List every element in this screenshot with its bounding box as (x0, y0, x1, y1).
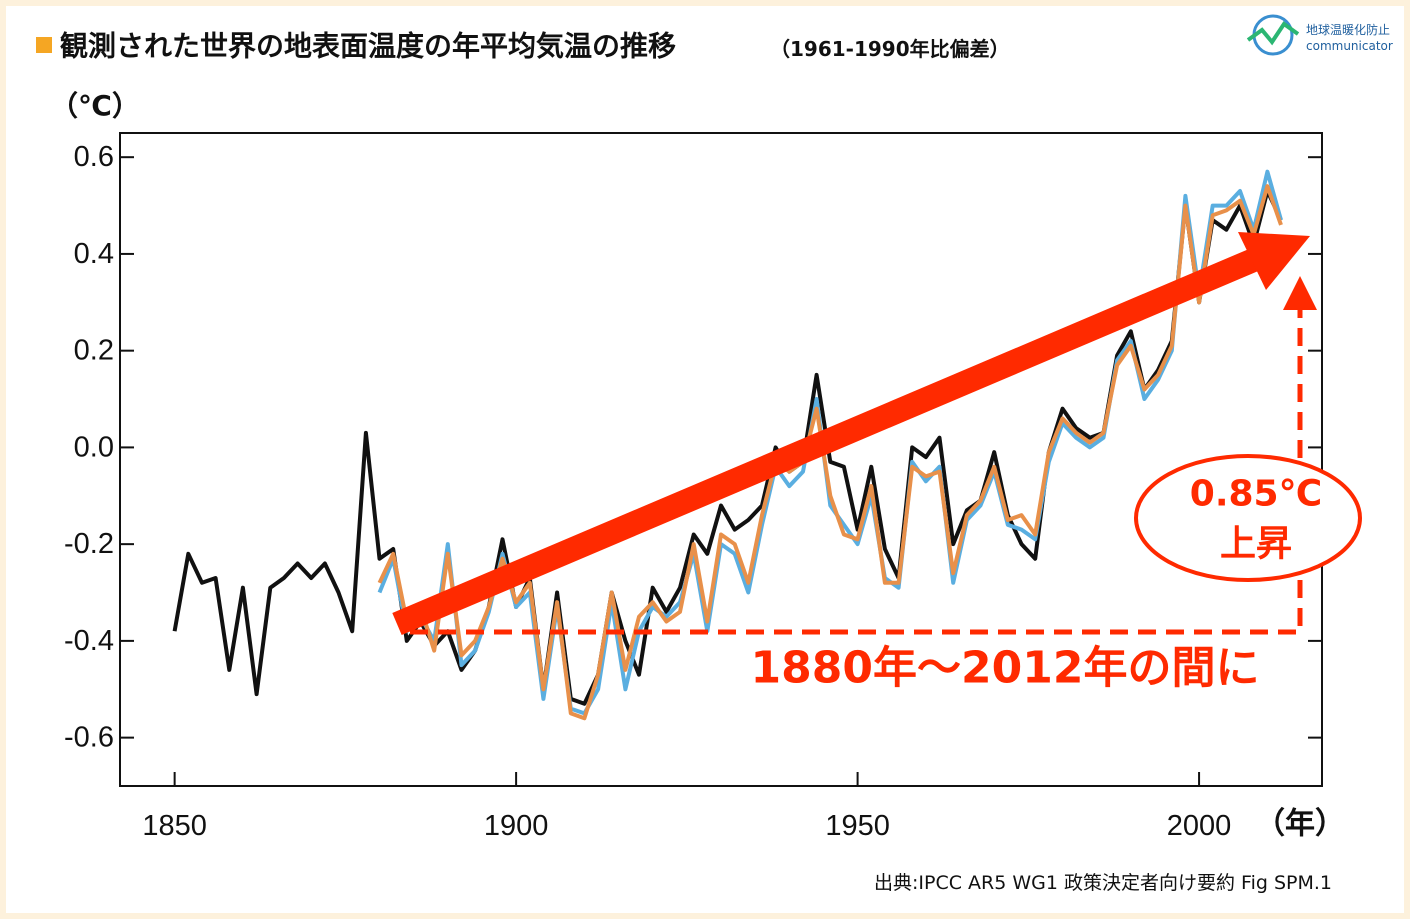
y-tick-label: -0.6 (64, 722, 114, 754)
logo-text: 地球温暖化防止 (1306, 22, 1390, 37)
trend-annotation: 0.85℃ 上昇 1880年～2012年の間に (392, 232, 1362, 697)
x-tick-label: 1900 (484, 810, 549, 842)
chart-title: 観測された世界の地表面温度の年平均気温の推移 (60, 30, 676, 63)
y-tick-label: 0.0 (74, 431, 114, 463)
x-axis-label: （年） (1255, 807, 1345, 842)
rise-callout (1134, 454, 1362, 582)
y-tick-label: -0.2 (64, 528, 114, 560)
series-line (377, 184, 1283, 721)
period-label: 1880年～2012年の間に (751, 643, 1260, 694)
x-tick-label: 1950 (825, 810, 890, 842)
rise-arrow-head (1283, 276, 1317, 310)
dashed-bracket (410, 306, 1303, 635)
source: 出典:IPCC AR5 WG1 政策決定者向け要約 Fig SPM.1 (874, 872, 1332, 894)
y-tick-label: 0.4 (74, 238, 114, 270)
y-tick-label: -0.4 (64, 625, 114, 657)
x-tick-label: 1850 (142, 810, 207, 842)
logo-wave (1246, 21, 1300, 46)
y-axis-label: （℃） (50, 90, 140, 123)
panel (6, 6, 1404, 913)
plot-frame (119, 132, 1323, 787)
logo: 地球温暖化防止 communicator (1246, 14, 1393, 56)
trend-arrow-head (1238, 232, 1310, 290)
trend-arrow-shaft (392, 247, 1261, 636)
y-tick-label: 0.2 (74, 335, 114, 367)
logo-subtext: communicator (1306, 39, 1393, 53)
rise-amount: 0.85℃ (1190, 474, 1322, 515)
chart-subtitle: （1961-1990年比偏差） (770, 37, 1010, 61)
rise-word: 上昇 (1220, 524, 1292, 565)
y-tick-label: 0.6 (74, 141, 114, 173)
x-tick-label: 2000 (1167, 810, 1232, 842)
title-marker (36, 37, 52, 53)
